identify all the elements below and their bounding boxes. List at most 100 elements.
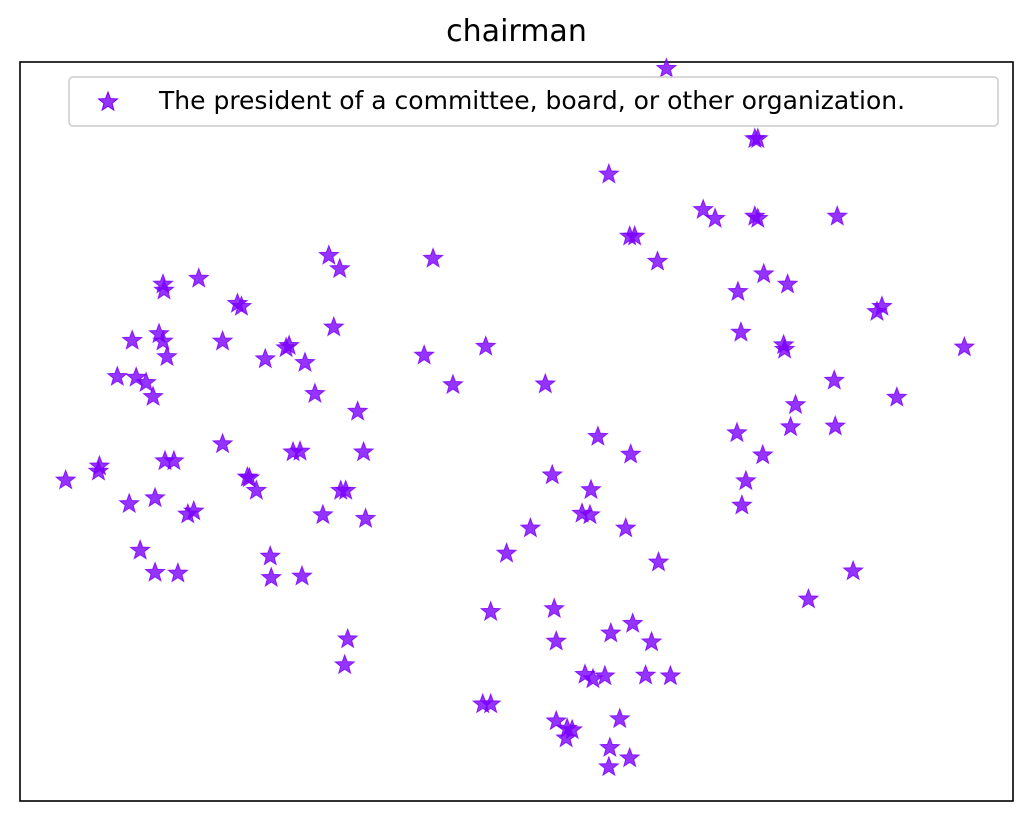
scatter-point <box>543 597 566 619</box>
scatter-point <box>144 486 166 508</box>
scatter-point <box>346 400 369 421</box>
scatter-point <box>289 440 311 461</box>
scatter-point <box>519 516 542 538</box>
scatter-point <box>479 600 502 622</box>
scatter-point <box>291 564 313 586</box>
scatter-point <box>582 667 604 689</box>
scatter-point <box>422 247 444 268</box>
scatter-point <box>142 385 164 407</box>
scatter-point <box>163 449 185 471</box>
scatter-point <box>597 162 620 184</box>
scatter-point <box>597 755 620 777</box>
legend-entry-label: The president of a committee, board, or … <box>158 86 905 115</box>
scatter-point <box>54 468 77 490</box>
scatter-point <box>442 373 464 395</box>
legend: The president of a committee, board, or … <box>68 76 999 127</box>
legend-star-marker <box>97 90 119 112</box>
chart-title: chairman <box>446 14 587 49</box>
scatter-point <box>655 57 678 78</box>
scatter-point <box>121 329 144 350</box>
scatter-point <box>692 198 715 220</box>
scatter-point <box>634 663 657 685</box>
scatter-point <box>354 507 377 528</box>
scatter-point <box>726 421 748 443</box>
scatter-point <box>275 336 297 358</box>
scatter-point <box>254 347 277 369</box>
scatter-point <box>842 559 864 581</box>
scatter-point <box>479 692 502 714</box>
scatter-point <box>260 566 283 588</box>
scatter-point <box>594 664 616 686</box>
scatter-point <box>211 432 234 454</box>
scatter-point <box>731 493 753 515</box>
scatter-point <box>824 414 847 436</box>
scatter-point <box>152 329 174 351</box>
scatter-point <box>779 415 802 437</box>
scatter-point <box>334 479 357 500</box>
scatter-point <box>328 257 351 279</box>
scatter-point <box>647 550 670 572</box>
scatter-point <box>156 345 178 367</box>
scatter-point <box>311 503 334 525</box>
scatter-point <box>294 351 316 373</box>
scatter-point <box>580 478 602 500</box>
scatter-point <box>751 443 774 465</box>
scatter-point <box>245 479 268 500</box>
scatter-point <box>776 273 799 294</box>
scatter-point <box>885 386 908 407</box>
scatter-point <box>773 338 796 359</box>
scatter-point <box>336 627 359 649</box>
scatter-point <box>623 224 646 246</box>
scatter-point <box>226 292 249 313</box>
scatter-point <box>304 382 326 404</box>
scatter-point <box>129 539 152 560</box>
scatter-point <box>211 329 234 351</box>
scatter-point <box>587 425 609 446</box>
scatter-point <box>474 335 497 356</box>
scatter-point <box>730 321 752 342</box>
scatter-point <box>144 561 166 582</box>
scatter-point <box>106 365 129 387</box>
scatter-point <box>413 343 436 365</box>
scatter-point <box>735 469 757 491</box>
scatter-point <box>167 561 189 583</box>
scatter-point <box>619 442 642 464</box>
scatter-point <box>333 653 356 675</box>
scatter-point <box>621 612 644 633</box>
scatter-point <box>87 459 110 481</box>
scatter-point <box>322 315 345 337</box>
scatter-point <box>118 492 141 514</box>
scatter-point <box>752 262 775 284</box>
scatter-point <box>176 502 199 524</box>
scatter-points <box>54 57 976 777</box>
scatter-point <box>541 463 564 485</box>
scatter-point <box>646 250 669 271</box>
scatter-point <box>618 746 641 768</box>
scatter-point <box>953 335 976 357</box>
scatter-point <box>152 273 174 294</box>
scatter-point <box>545 629 568 651</box>
legend-box <box>68 76 999 127</box>
scatter-point <box>598 736 621 758</box>
legend-star-icon <box>97 90 119 112</box>
scatter-point <box>599 621 622 643</box>
scatter-point <box>259 544 282 566</box>
scatter-point <box>704 207 726 228</box>
scatter-point <box>495 542 518 563</box>
scatter-point <box>797 587 820 609</box>
scatter-point <box>727 280 749 302</box>
scatter-point <box>614 516 637 538</box>
scatter-point <box>534 372 557 394</box>
scatter-point <box>125 366 148 387</box>
plot-area-frame <box>19 61 1014 802</box>
scatter-point <box>784 393 807 415</box>
scatter-point <box>659 664 682 686</box>
scatter-point <box>746 207 769 228</box>
scatter-point <box>871 295 893 316</box>
scatter-point <box>135 371 157 392</box>
scatter-point <box>352 440 375 462</box>
scatter-point <box>640 630 663 652</box>
scatter-point <box>545 709 568 731</box>
scatter-point <box>608 707 631 729</box>
